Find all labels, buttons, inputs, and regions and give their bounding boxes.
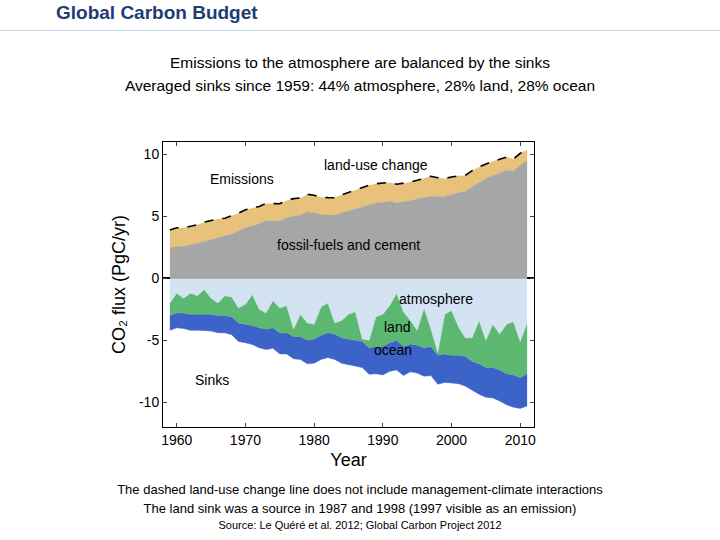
svg-text:Sinks: Sinks <box>195 372 229 388</box>
svg-text:10: 10 <box>144 146 160 162</box>
svg-text:2000: 2000 <box>436 432 467 448</box>
svg-text:1990: 1990 <box>367 432 398 448</box>
svg-text:Emissions: Emissions <box>210 171 274 187</box>
svg-text:-5: -5 <box>147 332 160 348</box>
svg-text:land: land <box>384 319 410 335</box>
svg-text:5: 5 <box>151 208 159 224</box>
svg-text:1960: 1960 <box>161 432 192 448</box>
html-text:Emissions to the atmosphere ar: Emissions to the atmosphere are balanced… <box>170 54 550 71</box>
svg-text:1980: 1980 <box>299 432 330 448</box>
html-text:Averaged sinks since 1959: 44%: Averaged sinks since 1959: 44% atmospher… <box>124 77 596 94</box>
svg-text:Year: Year <box>330 450 366 470</box>
svg-text:ocean: ocean <box>374 342 412 358</box>
html-text:Global Carbon Budget: Global Carbon Budget <box>56 2 258 23</box>
svg-text:fossil-fuels and cement: fossil-fuels and cement <box>277 237 420 253</box>
svg-text:0: 0 <box>151 270 159 286</box>
html-text:Source: Le Quéré et al. 2012;: Source: Le Quéré et al. 2012; Global Car… <box>218 519 502 531</box>
svg-text:atmosphere: atmosphere <box>399 291 473 307</box>
svg-text:1970: 1970 <box>230 432 261 448</box>
html-text:The land sink was a source in: The land sink was a source in 1987 and 1… <box>143 501 577 516</box>
svg-text:CO₂ flux (PgC/yr): CO₂ flux (PgC/yr) <box>109 215 129 354</box>
html-text:The dashed land-use change lin: The dashed land-use change line does not… <box>117 482 603 497</box>
svg-text:land-use change: land-use change <box>324 157 428 173</box>
svg-text:2010: 2010 <box>505 432 536 448</box>
svg-text:-10: -10 <box>139 394 159 410</box>
